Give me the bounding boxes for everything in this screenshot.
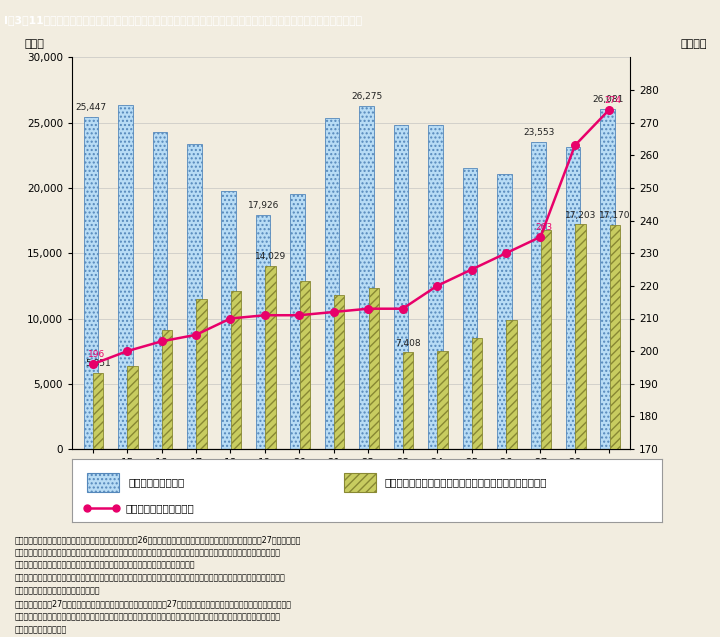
Bar xyxy=(369,289,379,449)
Bar xyxy=(256,215,271,449)
Text: 25,447: 25,447 xyxy=(76,103,107,112)
Text: I－3－11図　保育所等待機児童数と保育所等定員及び放課後児童クラブの利用を希望するが利用できない児童数の推移: I－3－11図 保育所等待機児童数と保育所等定員及び放課後児童クラブの利用を希望… xyxy=(4,15,361,25)
Text: 17,170: 17,170 xyxy=(599,211,631,220)
Text: （備考）１．保育所等待機児童数，保育所等定員は，平成26年までは厚生労働省「保育所関連状況取りまとめ」，27年以降は「保
　　　　　育所等関連状況取りまとめ」よ: （備考）１．保育所等待機児童数，保育所等定員は，平成26年までは厚生労働省「保育… xyxy=(14,535,301,637)
Text: 7,408: 7,408 xyxy=(395,339,421,348)
Text: 14,029: 14,029 xyxy=(255,252,286,261)
Bar xyxy=(127,366,138,449)
Bar xyxy=(394,125,408,449)
Bar xyxy=(506,320,517,449)
Bar xyxy=(472,338,482,449)
Bar xyxy=(600,108,615,449)
Bar xyxy=(84,117,98,449)
Bar xyxy=(87,473,120,492)
Bar xyxy=(575,224,585,449)
Text: 放課後児童クラブの利用を希望するが利用できない児童数: 放課後児童クラブの利用を希望するが利用できない児童数 xyxy=(385,477,547,487)
Text: 263: 263 xyxy=(536,223,552,232)
Bar xyxy=(290,194,305,449)
Text: 保育所等定員（右目盛）: 保育所等定員（右目盛） xyxy=(125,503,194,513)
Bar xyxy=(325,118,339,449)
Bar xyxy=(187,145,202,449)
Text: （万人）: （万人） xyxy=(680,39,707,50)
Bar xyxy=(531,141,546,449)
Bar xyxy=(265,266,276,449)
Bar xyxy=(403,352,413,449)
Bar xyxy=(462,168,477,449)
Bar xyxy=(610,225,620,449)
Bar xyxy=(438,351,448,449)
Bar xyxy=(334,295,344,449)
Text: 17,926: 17,926 xyxy=(248,201,279,210)
Text: 23,553: 23,553 xyxy=(523,128,554,137)
Text: 196: 196 xyxy=(88,350,104,359)
Bar xyxy=(359,106,374,449)
Bar xyxy=(162,330,172,449)
Text: 17,203: 17,203 xyxy=(564,211,596,220)
Text: 5,851: 5,851 xyxy=(85,359,111,368)
Bar xyxy=(497,173,511,449)
Bar xyxy=(118,104,132,449)
Bar xyxy=(566,147,580,449)
Text: （人）: （人） xyxy=(24,39,45,50)
Bar xyxy=(153,132,167,449)
Bar xyxy=(197,299,207,449)
Bar xyxy=(222,190,236,449)
Bar xyxy=(428,125,443,449)
Text: 26,275: 26,275 xyxy=(351,92,382,101)
Text: 保育所等待機児童数: 保育所等待機児童数 xyxy=(128,477,184,487)
Text: 274: 274 xyxy=(604,96,621,104)
Bar xyxy=(231,291,241,449)
Text: 26,081: 26,081 xyxy=(592,95,624,104)
Bar xyxy=(343,473,376,492)
Bar xyxy=(541,230,551,449)
Bar xyxy=(300,281,310,449)
Bar xyxy=(93,373,104,449)
